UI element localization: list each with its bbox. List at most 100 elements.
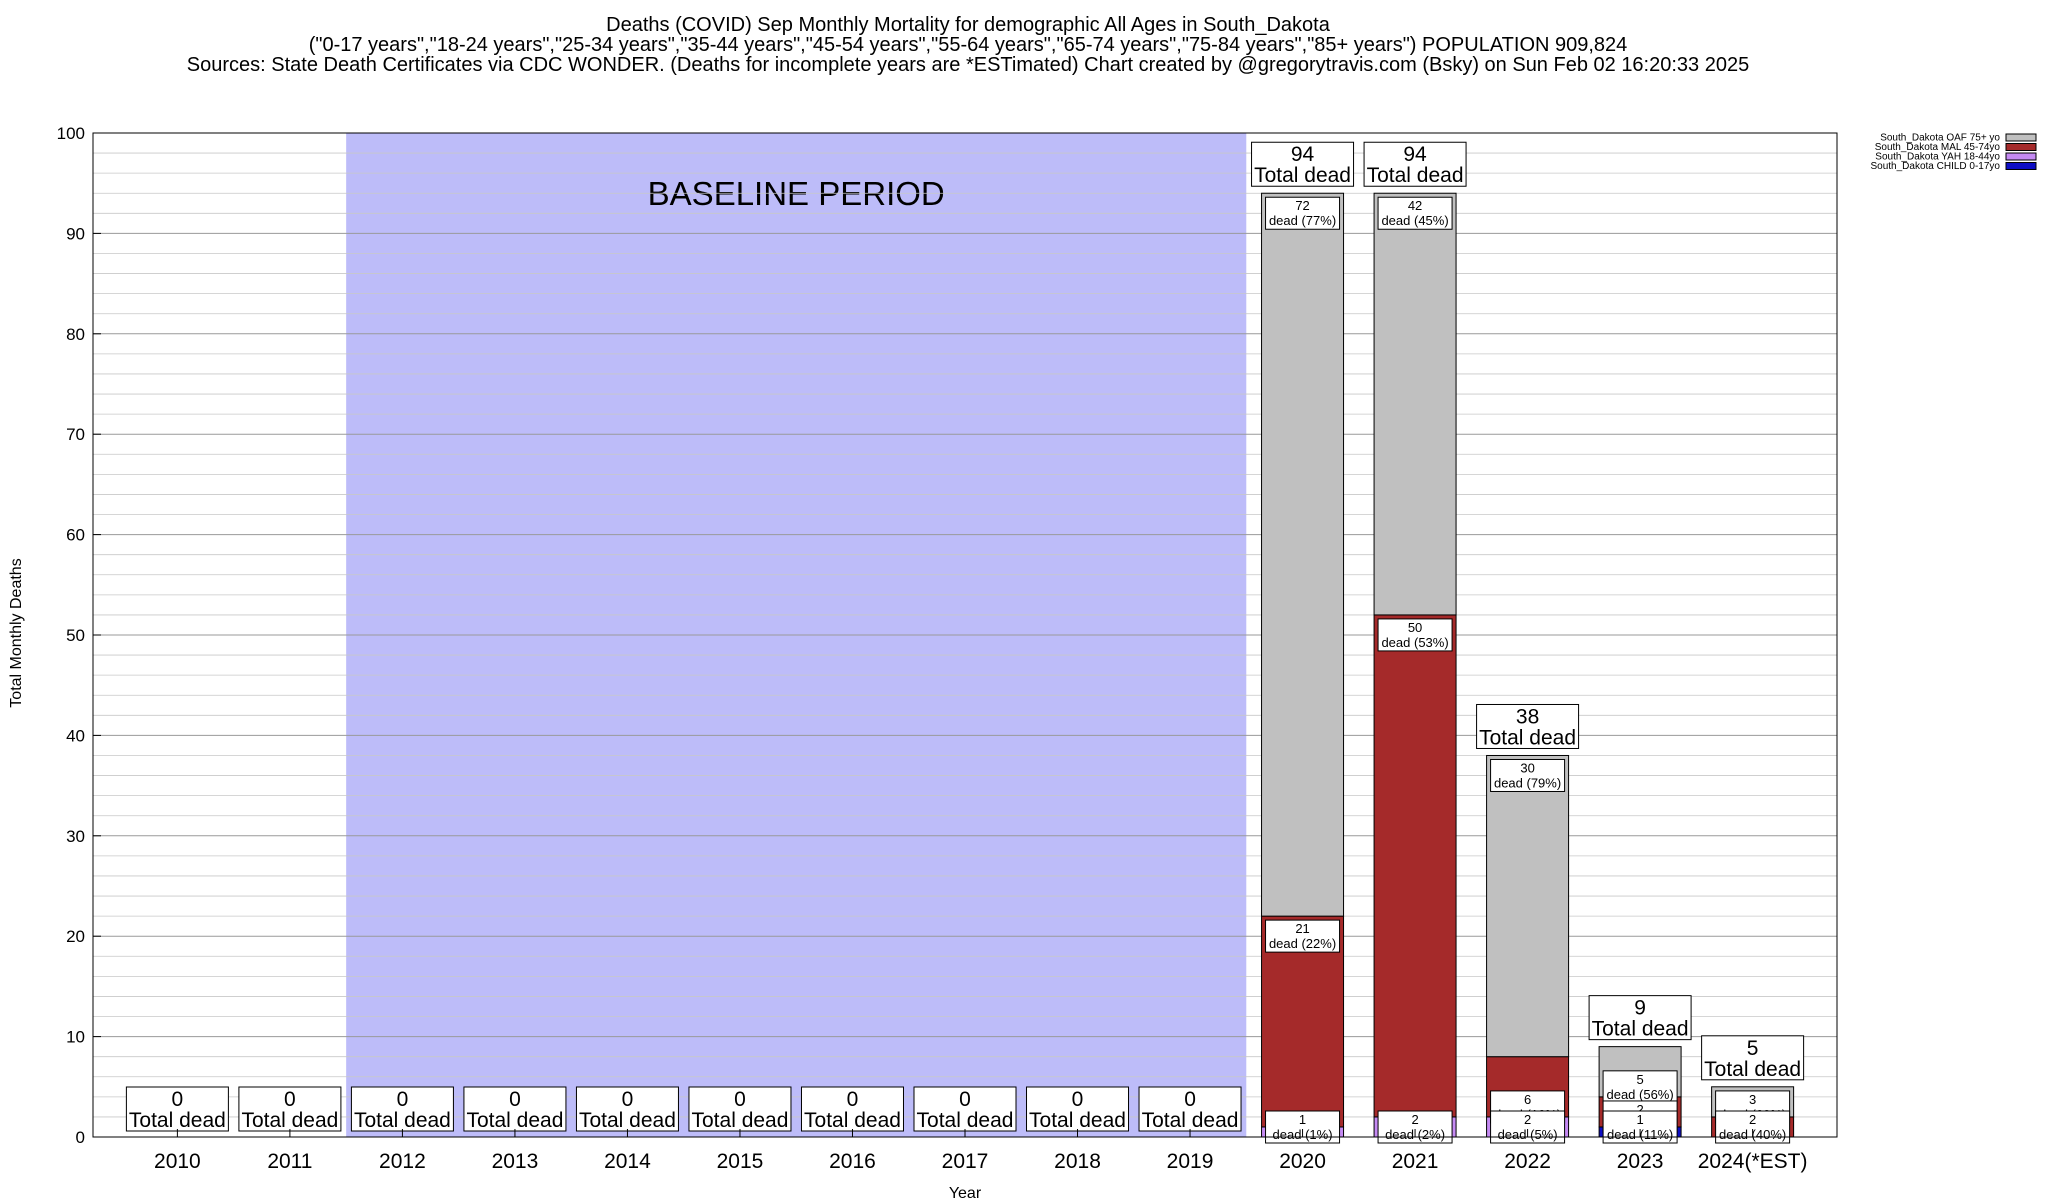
chart-title: Deaths (COVID) Sep Monthly Mortality for… xyxy=(187,14,1749,76)
total-value: 0 xyxy=(509,1088,521,1111)
segment-value: 21 xyxy=(1295,921,1309,936)
total-label-box xyxy=(1701,1035,1805,1081)
segment-label-box xyxy=(1377,196,1453,230)
total-label-text: Total dead xyxy=(1142,1109,1239,1132)
y-tick-label: 40 xyxy=(66,726,85,745)
chart-title-line-3: Sources: State Death Certificates via CD… xyxy=(187,54,1749,76)
segment-value: 30 xyxy=(1520,760,1534,775)
x-tick-label: 2016 xyxy=(829,1150,876,1173)
segment-text: dead (56%) xyxy=(1606,1087,1673,1102)
total-value: 94 xyxy=(1403,143,1427,166)
x-axis-label: Year xyxy=(949,1185,982,1200)
segment-value: 1 xyxy=(1636,1112,1643,1127)
total-value: 9 xyxy=(1634,997,1646,1020)
total-label-box xyxy=(238,1086,342,1132)
legend-label: South_Dakota MAL 45-74yo xyxy=(1875,142,2001,153)
total-value: 0 xyxy=(847,1088,859,1111)
x-tick-label: 2018 xyxy=(1054,1150,1101,1173)
total-value: 0 xyxy=(172,1088,184,1111)
total-label-text: Total dead xyxy=(692,1109,789,1132)
total-label-text: Total dead xyxy=(129,1109,226,1132)
segment-value: 1 xyxy=(1299,1112,1306,1127)
bar-segment xyxy=(1486,754,1570,1058)
legend-swatch xyxy=(2005,143,2037,151)
segment-text: dead (77%) xyxy=(1269,213,1336,228)
x-tick-label: 2019 xyxy=(1167,1150,1214,1173)
y-axis-label: Total Monthly Deaths xyxy=(8,558,25,707)
x-tick-label: 2013 xyxy=(492,1150,539,1173)
segment-value: 2 xyxy=(1524,1112,1531,1127)
segment-label-box xyxy=(1715,1110,1791,1144)
y-tick-label: 60 xyxy=(66,526,85,545)
total-value: 0 xyxy=(959,1088,971,1111)
segment-label-box xyxy=(1490,758,1566,792)
segment-value: 3 xyxy=(1749,1092,1756,1107)
total-label-text: Total dead xyxy=(917,1109,1014,1132)
bar-segment xyxy=(1261,192,1345,917)
y-tick-label: 20 xyxy=(66,927,85,946)
bar-segment xyxy=(1373,192,1457,616)
segment-value: 6 xyxy=(1524,1092,1531,1107)
segment-label-box xyxy=(1265,196,1341,230)
bar-segment xyxy=(1373,614,1457,1118)
total-value: 0 xyxy=(1072,1088,1084,1111)
total-label-box xyxy=(1363,141,1467,187)
y-tick-label: 10 xyxy=(66,1028,85,1047)
segment-value: 2 xyxy=(1636,1102,1643,1117)
total-label-box xyxy=(1476,703,1580,749)
chart-title-line-2: ("0-17 years","18-24 years","25-34 years… xyxy=(309,34,1628,56)
x-tick-label: 2024(*EST) xyxy=(1698,1150,1808,1173)
y-tick-label: 50 xyxy=(66,626,85,645)
segment-text: dead (79%) xyxy=(1494,775,1561,790)
x-tick-label: 2022 xyxy=(1504,1150,1551,1173)
x-tick-label: 2015 xyxy=(717,1150,764,1173)
y-tick-label: 80 xyxy=(66,325,85,344)
y-tick-label: 90 xyxy=(66,224,85,243)
total-value: 0 xyxy=(1184,1088,1196,1111)
total-label-box xyxy=(575,1086,679,1132)
x-tick-label: 2010 xyxy=(154,1150,201,1173)
legend-swatch xyxy=(2005,162,2037,170)
total-label-box xyxy=(1588,995,1692,1041)
total-label-text: Total dead xyxy=(1367,164,1464,187)
total-label-text: Total dead xyxy=(804,1109,901,1132)
total-label-box xyxy=(350,1086,454,1132)
chart-title-line-1: Deaths (COVID) Sep Monthly Mortality for… xyxy=(606,14,1331,36)
total-label-box xyxy=(1251,141,1355,187)
x-tick-label: 2021 xyxy=(1392,1150,1439,1173)
total-label-text: Total dead xyxy=(241,1109,338,1132)
total-label-text: Total dead xyxy=(1029,1109,1126,1132)
legend-label: South_Dakota YAH 18-44yo xyxy=(1875,152,2000,163)
total-value: 38 xyxy=(1516,705,1539,728)
y-tick-label: 100 xyxy=(57,124,85,143)
total-label-box xyxy=(1026,1086,1130,1132)
segment-value: 42 xyxy=(1408,198,1422,213)
x-tick-label: 2020 xyxy=(1279,1150,1326,1173)
total-label-box xyxy=(800,1086,904,1132)
legend-swatch xyxy=(2005,133,2037,142)
segment-value: 50 xyxy=(1408,620,1422,635)
total-value: 0 xyxy=(734,1088,746,1111)
total-label-box xyxy=(688,1086,792,1132)
segment-label-box xyxy=(1377,618,1453,652)
y-tick-label: 0 xyxy=(76,1128,85,1147)
total-label-box xyxy=(463,1086,567,1132)
total-label-text: Total dead xyxy=(466,1109,563,1132)
segment-text: dead (53%) xyxy=(1381,635,1448,650)
segment-label-box xyxy=(1602,1070,1678,1104)
y-tick-label: 30 xyxy=(66,827,85,846)
x-tick-label: 2023 xyxy=(1617,1150,1664,1173)
segment-label-box xyxy=(1377,1110,1453,1144)
segment-value: 2 xyxy=(1411,1112,1418,1127)
segment-label-box xyxy=(1265,1110,1341,1144)
legend-swatch xyxy=(2005,152,2037,161)
segment-text: dead (22%) xyxy=(1269,936,1336,951)
total-value: 0 xyxy=(284,1088,296,1111)
legend-label: South_Dakota CHILD 0-17yo xyxy=(1870,161,2000,172)
segment-label-box xyxy=(1265,919,1341,953)
total-label-text: Total dead xyxy=(579,1109,676,1132)
total-value: 0 xyxy=(397,1088,409,1111)
